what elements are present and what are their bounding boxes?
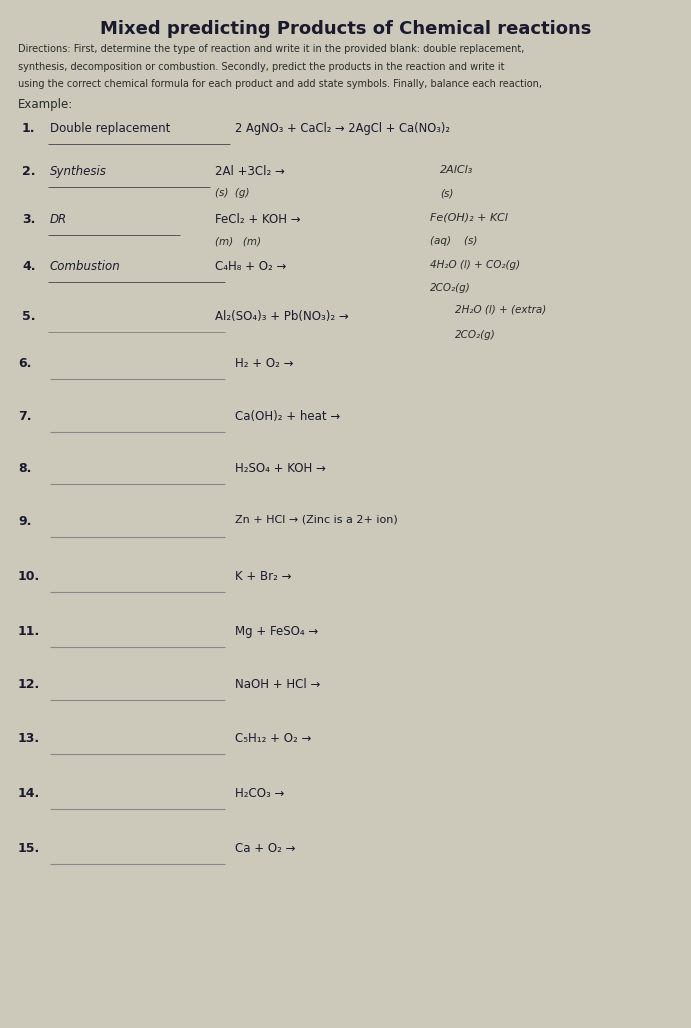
Text: Al₂(SO₄)₃ + Pb(NO₃)₂ →: Al₂(SO₄)₃ + Pb(NO₃)₂ → <box>215 310 349 323</box>
Text: 11.: 11. <box>18 625 40 638</box>
Text: 5.: 5. <box>22 310 35 323</box>
Text: Mixed predicting Products of Chemical reactions: Mixed predicting Products of Chemical re… <box>100 20 591 38</box>
Text: (m)   (m): (m) (m) <box>215 236 261 246</box>
Text: synthesis, decomposition or combustion. Secondly, predict the products in the re: synthesis, decomposition or combustion. … <box>18 62 504 72</box>
Text: NaOH + HCl →: NaOH + HCl → <box>235 678 321 691</box>
Text: 1.: 1. <box>22 122 35 135</box>
Text: 2Al +3Cl₂ →: 2Al +3Cl₂ → <box>215 166 285 178</box>
Text: 3.: 3. <box>22 213 35 226</box>
Text: 8.: 8. <box>18 462 31 475</box>
Text: C₄H₈ + O₂ →: C₄H₈ + O₂ → <box>215 260 286 273</box>
Text: 7.: 7. <box>18 410 32 423</box>
Text: C₅H₁₂ + O₂ →: C₅H₁₂ + O₂ → <box>235 732 312 745</box>
Text: 2 AgNO₃ + CaCl₂ → 2AgCl + Ca(NO₃)₂: 2 AgNO₃ + CaCl₂ → 2AgCl + Ca(NO₃)₂ <box>235 122 450 135</box>
Text: Mg + FeSO₄ →: Mg + FeSO₄ → <box>235 625 319 638</box>
Text: FeCl₂ + KOH →: FeCl₂ + KOH → <box>215 213 301 226</box>
Text: 9.: 9. <box>18 515 31 528</box>
Text: Directions: First, determine the type of reaction and write it in the provided b: Directions: First, determine the type of… <box>18 44 524 54</box>
Text: 6.: 6. <box>18 357 31 370</box>
Text: 2CO₂(g): 2CO₂(g) <box>430 283 471 293</box>
Text: Synthesis: Synthesis <box>50 166 107 178</box>
Text: (aq)    (s): (aq) (s) <box>430 236 477 246</box>
Text: H₂SO₄ + KOH →: H₂SO₄ + KOH → <box>235 462 326 475</box>
Text: 10.: 10. <box>18 570 40 583</box>
Text: 15.: 15. <box>18 842 40 855</box>
Text: 4.: 4. <box>22 260 35 273</box>
Text: Example:: Example: <box>18 98 73 111</box>
Text: Double replacement: Double replacement <box>50 122 171 135</box>
Text: (s)  (g): (s) (g) <box>215 188 249 198</box>
Text: 4H₂O (l) + CO₂(g): 4H₂O (l) + CO₂(g) <box>430 260 520 270</box>
Text: 2AlCl₃: 2AlCl₃ <box>440 166 473 175</box>
Text: DR: DR <box>50 213 67 226</box>
Text: Zn + HCl → (Zinc is a 2+ ion): Zn + HCl → (Zinc is a 2+ ion) <box>235 515 398 525</box>
Text: H₂CO₃ →: H₂CO₃ → <box>235 787 285 800</box>
Text: using the correct chemical formula for each product and add state symbols. Final: using the correct chemical formula for e… <box>18 79 542 89</box>
Text: Fe(OH)₂ + KCl: Fe(OH)₂ + KCl <box>430 213 508 223</box>
Text: K + Br₂ →: K + Br₂ → <box>235 570 292 583</box>
Text: Combustion: Combustion <box>50 260 121 273</box>
Text: 13.: 13. <box>18 732 40 745</box>
Text: 2CO₂(g): 2CO₂(g) <box>455 330 495 340</box>
Text: 12.: 12. <box>18 678 40 691</box>
Text: 14.: 14. <box>18 787 40 800</box>
Text: 2H₂O (l) + (extra): 2H₂O (l) + (extra) <box>455 305 547 315</box>
Text: Ca(OH)₂ + heat →: Ca(OH)₂ + heat → <box>235 410 340 423</box>
Text: 2.: 2. <box>22 166 35 178</box>
Text: (s): (s) <box>440 188 453 198</box>
Text: H₂ + O₂ →: H₂ + O₂ → <box>235 357 294 370</box>
Text: Ca + O₂ →: Ca + O₂ → <box>235 842 296 855</box>
